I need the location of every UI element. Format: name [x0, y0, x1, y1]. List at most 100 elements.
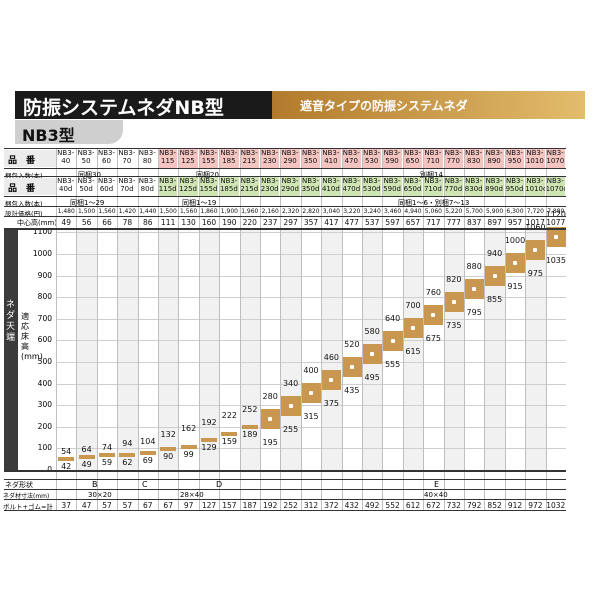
- price-cell: 1,420: [118, 208, 136, 215]
- range-bar: [58, 456, 75, 461]
- range-top-label: 54: [61, 447, 72, 457]
- model-number: 155d: [199, 185, 218, 193]
- model-prefix: NB3-: [383, 149, 401, 157]
- model-prefix: NB3-: [301, 149, 319, 157]
- neda-head-band: [4, 228, 18, 470]
- shape-c: C: [142, 480, 148, 489]
- range-top-label: 64: [81, 445, 92, 455]
- column-separator: [321, 149, 323, 510]
- range-bottom-label: 375: [323, 399, 340, 408]
- model-prefix: NB3-: [179, 149, 197, 157]
- model-d-cell: NB3- 40d: [56, 177, 76, 196]
- range-top-label: 340: [282, 378, 299, 388]
- axis-tick-label: 900: [37, 270, 52, 280]
- range-bar: [78, 455, 95, 460]
- model-d-cell: NB3- 115d: [158, 177, 178, 196]
- center-height-cell: 297: [283, 218, 298, 227]
- model-prefix: NB3-: [424, 149, 442, 157]
- total-cell: 912: [507, 501, 523, 510]
- column-separator: [76, 149, 78, 510]
- pack-row1-a: 同梱30: [78, 171, 101, 179]
- model-cell: NB3- 1070: [545, 149, 565, 168]
- model-number: 410d: [321, 185, 340, 193]
- model-d-cell: NB3- 590d: [382, 177, 402, 196]
- center-height-cell: 837: [467, 218, 482, 227]
- axis-tick-label: 1000: [32, 249, 52, 258]
- model-cell: NB3- 830: [464, 149, 484, 168]
- model-cell: NB3- 40: [56, 149, 76, 168]
- gridline: [56, 362, 566, 363]
- column-shade: [76, 228, 97, 470]
- center-height-cell: 1077: [546, 218, 566, 227]
- price-cell: 2,320: [281, 208, 300, 215]
- total-cell: 552: [385, 501, 400, 510]
- center-height-cell: 717: [426, 218, 441, 227]
- model-number: 50: [81, 157, 91, 165]
- column-separator: [423, 149, 425, 510]
- axis-tick-label: 500: [37, 357, 52, 366]
- model-number: 80: [142, 157, 152, 165]
- model-prefix: NB3-: [199, 177, 217, 185]
- price-cell: 1,960: [241, 208, 259, 215]
- range-bottom-label: 195: [262, 437, 278, 447]
- range-dot: [533, 248, 538, 253]
- center-height-label: 中心高(mm): [17, 219, 58, 227]
- model-prefix: NB3-: [424, 177, 442, 185]
- model-prefix: NB3-: [546, 177, 564, 185]
- range-top-label: 94: [122, 438, 133, 448]
- model-number: 115d: [158, 185, 177, 193]
- model-number: 1070d: [545, 185, 565, 193]
- row-separator: [4, 196, 566, 197]
- range-dot: [370, 351, 375, 356]
- range-top-label: 400: [303, 365, 319, 375]
- column-shade: [321, 228, 342, 470]
- price-cell: 1,440: [139, 208, 157, 215]
- axis-tick-label: 400: [37, 378, 52, 388]
- model-d-cell: NB3- 155d: [198, 177, 219, 196]
- model-d-cell: NB3- 290d: [280, 177, 300, 196]
- model-number: 50d: [79, 185, 93, 193]
- range-top-label: 640: [384, 313, 401, 323]
- model-cell: NB3- 890: [484, 149, 504, 168]
- model-number: 590: [385, 157, 399, 165]
- model-prefix: NB3-: [57, 149, 75, 157]
- model-prefix: NB3-: [77, 149, 95, 157]
- header-subtitle: 遮音タイプの防振システムネダ: [300, 99, 468, 113]
- range-bottom-label: 1035: [545, 256, 566, 266]
- price-cell: 5,700: [465, 208, 483, 215]
- model-d-cell: NB3- 830d: [464, 177, 484, 196]
- range-bottom-label: 189: [242, 430, 258, 440]
- model-cell: NB3- 650: [402, 149, 423, 168]
- price-cell: 1,560: [179, 208, 198, 215]
- model-cell: NB3- 470: [341, 149, 361, 168]
- model-number: 830d: [464, 185, 483, 193]
- model-number: 70d: [120, 185, 134, 193]
- model-cell: NB3- 290: [280, 149, 300, 168]
- gridline: [56, 426, 566, 428]
- total-cell: 157: [222, 501, 237, 510]
- model-cell: NB3- 410: [321, 149, 341, 168]
- model-prefix: NB3-: [485, 149, 503, 157]
- label-bg: [4, 178, 56, 195]
- model-cell: NB3- 155: [198, 149, 219, 168]
- total-cell: 972: [528, 501, 543, 510]
- model-number: 40: [61, 157, 71, 165]
- range-bottom-label: 49: [81, 460, 92, 470]
- range-bottom-label: 675: [425, 334, 442, 344]
- column-separator: [341, 149, 343, 510]
- row-separator: [4, 470, 566, 472]
- price-cell: 2,160: [261, 208, 279, 215]
- model-cell: NB3- 80: [137, 149, 157, 168]
- model-d-cell: NB3- 710d: [423, 177, 443, 196]
- center-height-cell: 1017: [525, 218, 545, 227]
- gridline: [56, 254, 566, 255]
- model-prefix: NB3-: [220, 177, 238, 185]
- model-number: 115: [161, 157, 175, 165]
- price-cell: 5,220: [445, 208, 463, 215]
- model-prefix: NB3-: [77, 177, 95, 185]
- model-prefix: NB3-: [57, 177, 75, 185]
- model-d-cell: NB3- 530d: [362, 177, 382, 196]
- range-dot: [309, 390, 313, 395]
- model-prefix: NB3-: [403, 149, 421, 157]
- range-top-label: 132: [160, 430, 176, 440]
